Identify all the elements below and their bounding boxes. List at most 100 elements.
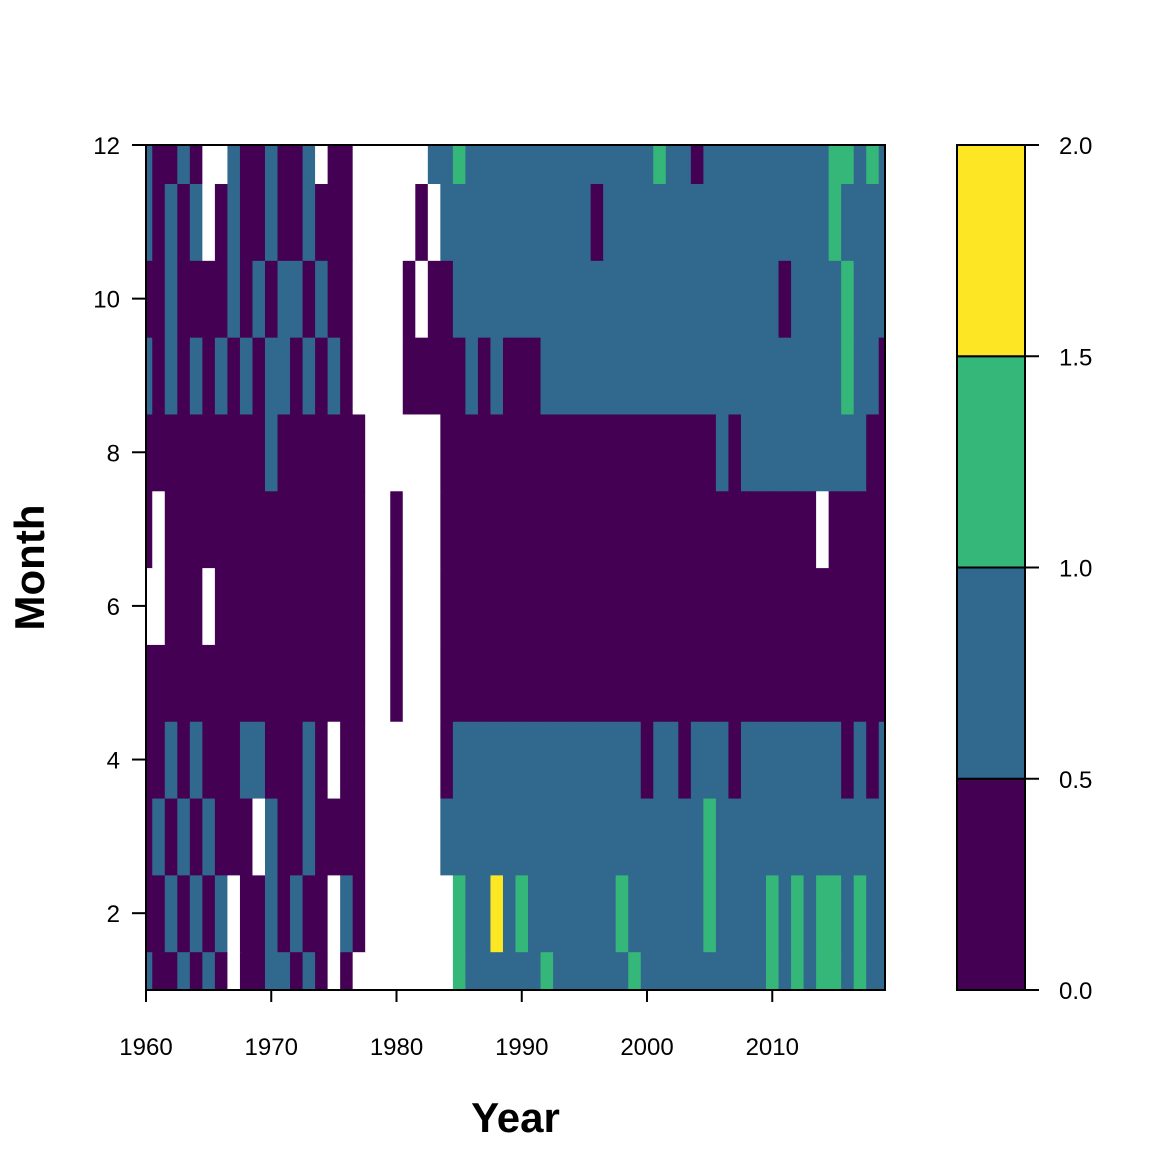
legend-tick-label: 2.0	[1059, 133, 1092, 160]
heatmap-cell	[678, 567, 692, 645]
heatmap-cell	[390, 413, 404, 492]
legend-swatch	[956, 355, 1026, 569]
heatmap-cell	[766, 413, 780, 492]
heatmap-cell	[177, 145, 191, 185]
heatmap-cell	[427, 797, 441, 876]
heatmap-cell	[565, 644, 579, 722]
heatmap-cell	[878, 874, 886, 953]
heatmap-cell	[146, 567, 153, 645]
heatmap-cell	[477, 644, 492, 722]
heatmap-cell	[227, 413, 241, 492]
heatmap-cell	[590, 874, 604, 953]
heatmap-cell	[803, 567, 817, 645]
heatmap-cell	[778, 951, 792, 991]
heatmap-cell	[753, 183, 767, 261]
x-tick-label: 2010	[746, 1034, 799, 1061]
heatmap-cell	[202, 644, 216, 722]
heatmap-cell	[615, 721, 629, 799]
heatmap-cell	[477, 183, 492, 261]
heatmap-cell	[402, 337, 416, 415]
heatmap-cell	[189, 260, 203, 338]
heatmap-cell	[415, 567, 429, 645]
heatmap-cell	[202, 145, 216, 185]
heatmap-cell	[803, 413, 817, 492]
heatmap-cell	[502, 951, 517, 991]
heatmap-cell	[640, 567, 654, 645]
heatmap-cell	[528, 490, 542, 569]
heatmap-cell	[803, 721, 817, 799]
x-tick-label: 1960	[119, 1034, 172, 1061]
heatmap-cell	[740, 145, 755, 185]
heatmap-cell	[678, 337, 692, 415]
heatmap-cell	[152, 260, 166, 338]
heatmap-cell	[728, 183, 742, 261]
heatmap-cell	[377, 260, 391, 338]
heatmap-cell	[377, 951, 391, 991]
heatmap-cell	[540, 874, 554, 953]
heatmap-cell	[653, 797, 667, 876]
heatmap-cell	[427, 337, 441, 415]
heatmap-cell	[189, 337, 203, 415]
heatmap-cell	[540, 260, 554, 338]
heatmap-cell	[841, 567, 855, 645]
heatmap-cell	[778, 874, 792, 953]
heatmap-cell	[252, 721, 266, 799]
heatmap-cell	[452, 797, 466, 876]
heatmap-cell	[540, 567, 554, 645]
heatmap-cell	[778, 183, 792, 261]
heatmap-cell	[302, 183, 316, 261]
heatmap-cell	[502, 145, 517, 185]
heatmap-cell	[239, 797, 254, 876]
heatmap-cell	[653, 413, 667, 492]
heatmap-cell	[515, 644, 529, 722]
heatmap-cell	[202, 490, 216, 569]
heatmap-cell	[502, 490, 517, 569]
heatmap-cell	[189, 874, 203, 953]
heatmap-cell	[803, 490, 817, 569]
heatmap-cell	[640, 644, 654, 722]
heatmap-cell	[690, 260, 704, 338]
heatmap-cell	[340, 644, 354, 722]
heatmap-cell	[841, 951, 855, 991]
heatmap-cell	[252, 490, 266, 569]
heatmap-cell	[152, 951, 166, 991]
heatmap-cell	[164, 490, 178, 569]
heatmap-cell	[603, 721, 617, 799]
heatmap-cell	[791, 490, 805, 569]
heatmap-cell	[415, 337, 429, 415]
heatmap-cell	[816, 797, 830, 876]
heatmap-cell	[502, 260, 517, 338]
heatmap-cell	[728, 490, 742, 569]
heatmap-cell	[302, 644, 316, 722]
heatmap-cell	[440, 797, 454, 876]
heatmap-cell	[816, 337, 830, 415]
heatmap-cell	[214, 490, 229, 569]
heatmap-cell	[189, 490, 203, 569]
heatmap-cell	[214, 183, 229, 261]
heatmap-cell	[866, 145, 880, 185]
heatmap-cell	[540, 797, 554, 876]
heatmap-cell	[603, 797, 617, 876]
heatmap-cell	[628, 951, 642, 991]
heatmap-cell	[315, 951, 329, 991]
heatmap-cell	[277, 337, 291, 415]
heatmap-cell	[803, 951, 817, 991]
heatmap-cell	[390, 721, 404, 799]
heatmap-cell	[766, 721, 780, 799]
heatmap-cell	[302, 874, 316, 953]
heatmap-cell	[465, 951, 479, 991]
heatmap-cell	[227, 951, 241, 991]
heatmap-cell	[239, 145, 254, 185]
heatmap-cell	[565, 413, 579, 492]
heatmap-cell	[365, 874, 379, 953]
heatmap-cell	[377, 145, 391, 185]
heatmap-cell	[740, 260, 755, 338]
heatmap-cell	[791, 567, 805, 645]
heatmap-cell	[540, 644, 554, 722]
heatmap-cell	[703, 644, 717, 722]
heatmap-cell	[603, 567, 617, 645]
heatmap-cell	[515, 145, 529, 185]
heatmap-cell	[177, 183, 191, 261]
color-legend: 0.0 0.5 1.0 1.5 2.0	[956, 133, 1092, 1005]
heatmap-cell	[816, 951, 830, 991]
